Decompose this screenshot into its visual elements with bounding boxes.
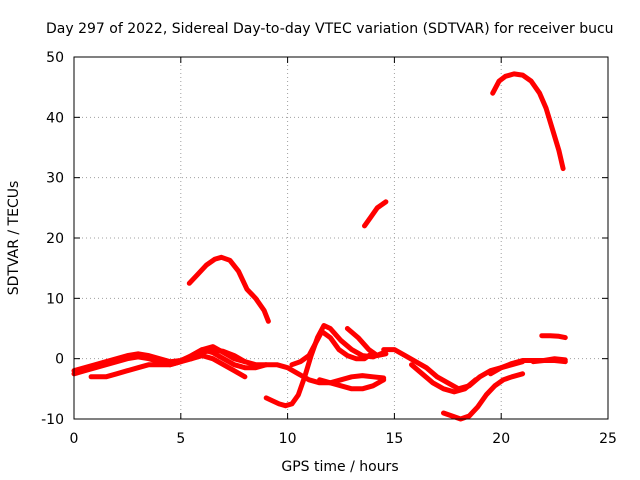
ticks bbox=[73, 56, 609, 420]
series-line-track-4 bbox=[186, 254, 271, 324]
series-line-track-13 bbox=[441, 371, 526, 422]
y-tick-label: 40 bbox=[46, 110, 64, 126]
series-line-track-17 bbox=[490, 71, 566, 172]
series-line-track-15 bbox=[530, 356, 568, 365]
series-line-track-16 bbox=[539, 333, 568, 341]
series-line-track-5 bbox=[189, 347, 387, 386]
y-tick-label: 10 bbox=[46, 291, 64, 307]
y-tick-label: 50 bbox=[46, 50, 64, 66]
x-tick-label: 20 bbox=[492, 431, 510, 447]
x-tick-label: 5 bbox=[176, 431, 185, 447]
grid bbox=[74, 57, 608, 419]
y-tick-label: -10 bbox=[41, 412, 64, 428]
x-tick-label: 15 bbox=[385, 431, 403, 447]
y-tick-label: 30 bbox=[46, 171, 64, 187]
series-line-track-3 bbox=[88, 353, 248, 380]
chart-title: Day 297 of 2022, Sidereal Day-to-day VTE… bbox=[46, 21, 614, 37]
series-line-track-8 bbox=[317, 377, 387, 392]
x-tick-label: 25 bbox=[599, 431, 617, 447]
series-layer bbox=[71, 71, 568, 422]
y-axis-label: SDTVAR / TECUs bbox=[6, 181, 22, 296]
y-tick-label: 0 bbox=[55, 352, 64, 368]
series-line-track-9 bbox=[344, 326, 389, 359]
series-line-track-14 bbox=[488, 358, 568, 377]
series-line-track-10 bbox=[362, 199, 389, 229]
x-tick-label: 0 bbox=[70, 431, 79, 447]
series-line-track-7 bbox=[289, 329, 376, 368]
series-line-track-12 bbox=[409, 362, 479, 395]
tick-labels: 0 5 10 15 20 25 -10 0 10 20 30 40 50 bbox=[41, 50, 617, 447]
x-tick-label: 10 bbox=[279, 431, 297, 447]
y-tick-label: 20 bbox=[46, 231, 64, 247]
x-axis-label: GPS time / hours bbox=[281, 459, 398, 475]
